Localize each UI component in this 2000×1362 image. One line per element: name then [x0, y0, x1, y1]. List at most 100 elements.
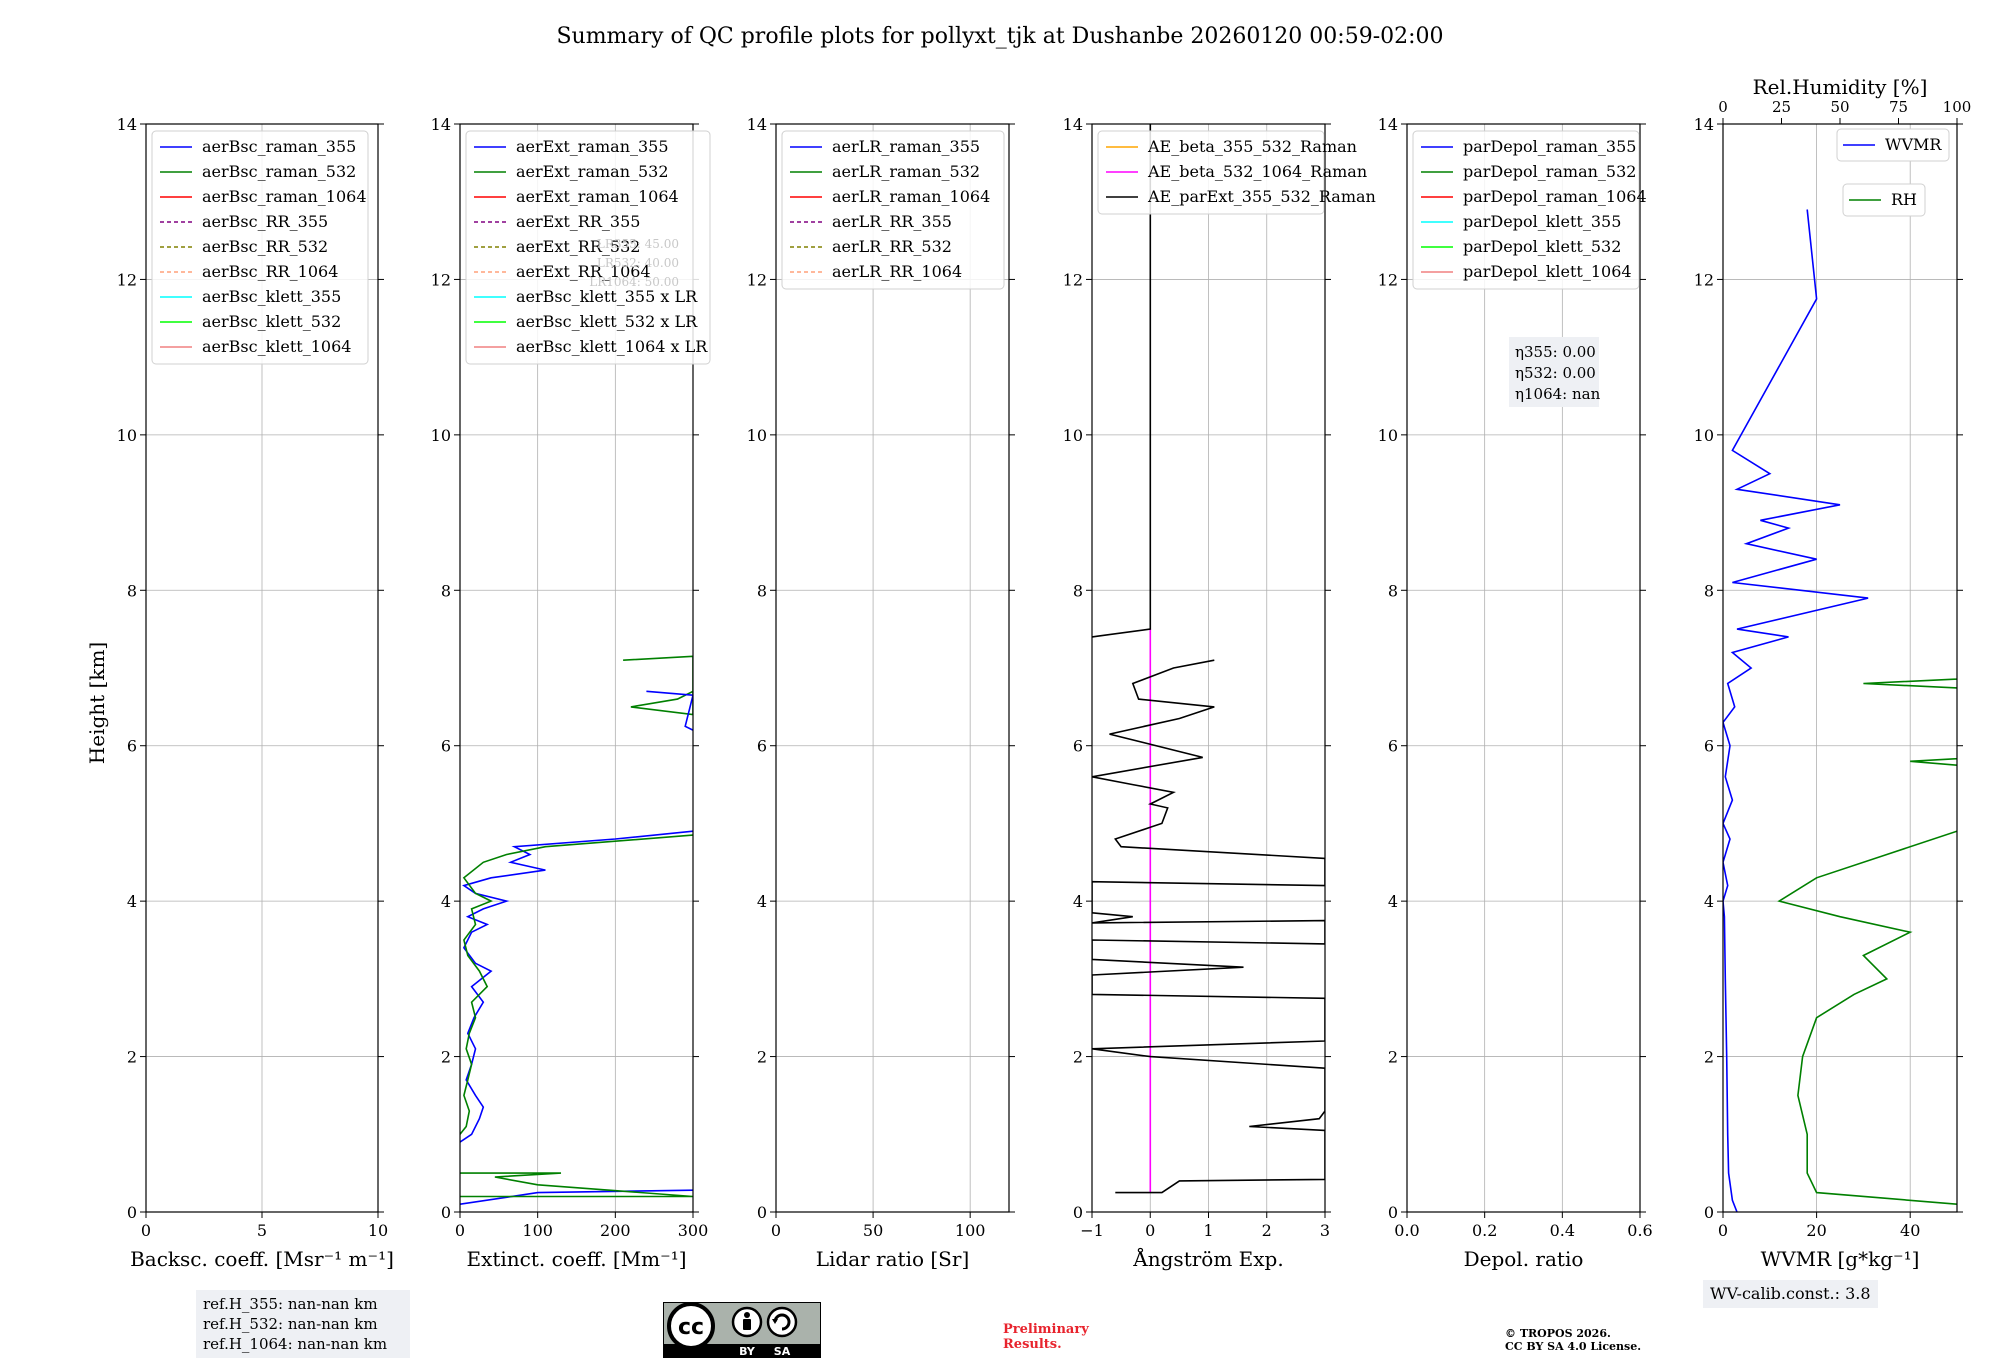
wv-legend-label-1: RH: [1891, 190, 1917, 209]
lr-xtick-label-1: 50: [863, 1221, 883, 1240]
wv-ytick-label-0: 0: [1704, 1203, 1714, 1222]
panel-lr: 0 50 100 0 2 4 6 8 10 12 14 Lidar ratio [Sr] aerLR_r…: [747, 115, 1015, 1271]
wv-top-tick-label-1: 25: [1772, 98, 1791, 116]
ae-ytick-label-5: 10: [1063, 426, 1083, 445]
ae-xtick-label-1: 0: [1145, 1221, 1155, 1240]
depol-legend-label-3: parDepol_klett_355: [1463, 212, 1621, 231]
panel-depol: 0.0 0.2 0.4 0.6 0 2 4 6 8 10 12 14 Depol. ratio parDe…: [1378, 115, 1653, 1271]
ref-height-1064: ref.H_1064: nan-nan km: [203, 1335, 388, 1353]
wv-top-tick-label-0: 0: [1718, 98, 1728, 116]
depol-ytick-label-1: 2: [1388, 1048, 1398, 1067]
wv-legend-label-0: WVMR: [1885, 135, 1942, 154]
panel-ext: 0 100 200 300 0 2 4 6 8 10 12 14 Extinct. coeff. [Mm…: [431, 115, 711, 1271]
ae-ytick-label-1: 2: [1073, 1048, 1083, 1067]
depol-xtick-label-1: 0.2: [1472, 1221, 1497, 1240]
ext-lr-annotation-1: LR532: 40.00: [597, 256, 679, 270]
bsc-xtick-label-2: 10: [368, 1221, 388, 1240]
wv-ytick-label-1: 2: [1704, 1048, 1714, 1067]
wv-ytick-label-3: 6: [1704, 737, 1714, 756]
ext-legend-label-5: aerExt_RR_1064: [516, 262, 651, 281]
ae-legend-box: [1097, 130, 1325, 215]
depol-xlabel: Depol. ratio: [1464, 1247, 1584, 1271]
ext-xtick-label-1: 100: [522, 1221, 553, 1240]
depol-frame: [1406, 123, 1641, 1213]
ext-series-aerExt_raman_355_low: [460, 1189, 693, 1205]
depol-ytick-label-3: 6: [1388, 737, 1398, 756]
wv-ytick-label-6: 12: [1694, 270, 1714, 289]
wv-frame: [1722, 123, 1958, 1213]
depol-eta-annotation-0: η355: 0.00: [1515, 343, 1596, 361]
ae-legend-label-1: AE_beta_532_1064_Raman: [1147, 162, 1367, 181]
ae-series-AE_parExt_upper: [1092, 124, 1152, 638]
depol-ytick-label-5: 10: [1378, 426, 1398, 445]
ae-xlabel: Ångström Exp.: [1132, 1246, 1283, 1271]
depol-legend-label-4: parDepol_klett_532: [1463, 237, 1621, 256]
depol-legend-label-1: parDepol_raman_532: [1463, 162, 1636, 181]
bsc-ytick-label-4: 8: [127, 581, 137, 600]
panel-bsc: 0 5 10 0 2 4 6 8 10 12 14 Backsc. coeff. [Msr⁻¹ m⁻¹…: [117, 115, 394, 1271]
preliminary-line-1: Preliminary: [1003, 1322, 1089, 1337]
ext-xtick-label-0: 0: [455, 1221, 465, 1240]
ext-ytick-label-4: 8: [441, 581, 451, 600]
bsc-xtick-label-0: 0: [141, 1221, 151, 1240]
ext-series-aerExt_raman_532_high: [623, 655, 693, 716]
ae-xtick-label-2: 1: [1203, 1221, 1213, 1240]
copyright-line-1: © TROPOS 2026.: [1505, 1327, 1611, 1340]
ext-legend-label-4: aerExt_RR_532: [516, 237, 640, 256]
lr-legend-label-1: aerLR_raman_532: [832, 162, 980, 181]
ae-ytick-label-2: 4: [1073, 892, 1083, 911]
lr-legend-label-2: aerLR_raman_1064: [832, 187, 990, 206]
bsc-ytick-label-5: 10: [117, 426, 137, 445]
lr-ytick-label-2: 4: [757, 892, 767, 911]
wv-xtick-label-0: 0: [1718, 1221, 1728, 1240]
cc-by-label: BY: [739, 1345, 756, 1358]
bsc-legend-label-0: aerBsc_raman_355: [202, 137, 356, 156]
wv-top-xlabel: Rel.Humidity [%]: [1753, 75, 1928, 99]
ae-ytick-label-3: 6: [1073, 737, 1083, 756]
ae-legend-label-0: AE_beta_355_532_Raman: [1147, 137, 1357, 156]
lr-xtick-label-2: 100: [955, 1221, 986, 1240]
ref-height-532: ref.H_532: nan-nan km: [203, 1315, 378, 1333]
share-alike-icon: [766, 1306, 798, 1338]
ext-legend-label-6: aerBsc_klett_355 x LR: [516, 287, 698, 306]
ext-xtick-label-3: 300: [678, 1221, 709, 1240]
depol-legend: parDepol_raman_355 parDepol_raman_532 parD…: [1412, 130, 1647, 290]
bsc-legend-label-6: aerBsc_klett_355: [202, 287, 341, 306]
depol-ytick-label-0: 0: [1388, 1203, 1398, 1222]
ref-height-355: ref.H_355: nan-nan km: [203, 1295, 378, 1313]
wv-xtick-label-1: 20: [1806, 1221, 1826, 1240]
depol-legend-box: [1412, 130, 1640, 290]
bsc-ytick-label-1: 2: [127, 1048, 137, 1067]
depol-xtick-label-0: 0.0: [1394, 1221, 1419, 1240]
lr-xtick-label-0: 0: [771, 1221, 781, 1240]
ext-ytick-label-1: 2: [441, 1048, 451, 1067]
copyright-line-2: CC BY SA 4.0 License.: [1505, 1340, 1642, 1353]
wv-legend-box-0: [1836, 128, 1950, 162]
ext-legend: aerExt_raman_355 aerExt_raman_532 aerExt_r…: [465, 130, 711, 365]
wv-ytick-label-4: 8: [1704, 581, 1714, 600]
ext-ytick-label-3: 6: [441, 737, 451, 756]
ae-ytick-label-0: 0: [1073, 1203, 1083, 1222]
cc-sa-label: SA: [774, 1345, 791, 1358]
bsc-xtick-label-1: 5: [257, 1221, 267, 1240]
bsc-legend-label-1: aerBsc_raman_532: [202, 162, 356, 181]
wv-legend-box-1: [1842, 183, 1926, 217]
lr-xlabel: Lidar ratio [Sr]: [816, 1247, 970, 1271]
wv-legend-1: RH: [1842, 183, 1926, 217]
depol-xtick-label-3: 0.6: [1627, 1221, 1652, 1240]
ext-ytick-label-5: 10: [431, 426, 451, 445]
wv-series-RH: [1777, 678, 1957, 1206]
preliminary-note: Preliminary Results.: [1003, 1322, 1089, 1352]
ext-ytick-label-2: 4: [441, 892, 451, 911]
depol-ytick-label-6: 12: [1378, 270, 1398, 289]
ae-legend-label-2: AE_parExt_355_532_Raman: [1147, 187, 1376, 206]
wv-xtick-label-2: 40: [1900, 1221, 1920, 1240]
figure-title: Summary of QC profile plots for pollyxt_…: [556, 24, 1443, 49]
ext-legend-label-3: aerExt_RR_355: [516, 212, 640, 231]
wv-top-tick-label-2: 50: [1830, 98, 1849, 116]
depol-legend-label-0: parDepol_raman_355: [1463, 137, 1636, 156]
ae-ytick-label-7: 14: [1063, 115, 1083, 134]
ext-series-aerExt_raman_532_low: [460, 1172, 693, 1198]
